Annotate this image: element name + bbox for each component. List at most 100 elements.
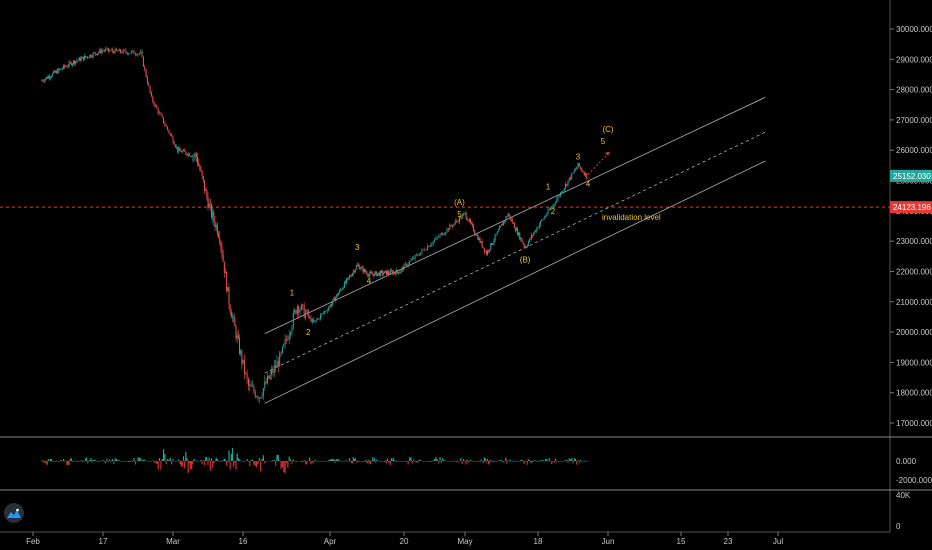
oscillator-bar: [485, 461, 488, 463]
oscillator-bar: [521, 460, 523, 461]
oscillator-bar: [472, 461, 475, 462]
candle-body: [235, 326, 237, 339]
oscillator-bar: [285, 461, 288, 464]
candle-body: [443, 234, 445, 236]
candle-body: [332, 299, 334, 303]
time-axis[interactable]: Feb 17 Mar 16 Apr 20 May 18 Jun 15 23 Jul: [26, 532, 783, 546]
candle-body: [436, 237, 438, 238]
candle-body: [226, 272, 228, 292]
candle-body: [521, 238, 523, 242]
oscillator-bar: [526, 461, 528, 465]
time-tick-label: 17: [99, 537, 108, 546]
candle-body: [99, 49, 101, 53]
oscillator-bar: [468, 461, 470, 462]
oscillator-bar: [245, 461, 247, 462]
oscillator-bar: [561, 461, 563, 462]
oscillator-bar: [510, 461, 512, 462]
candle-body: [60, 68, 62, 70]
oscillator-bar: [136, 461, 138, 462]
volume-axis[interactable]: 40K 0: [896, 491, 911, 531]
candle-body: [350, 275, 352, 277]
oscillator-bar: [313, 461, 315, 463]
candle-body: [43, 81, 45, 82]
candle-body: [95, 53, 97, 55]
candle-body: [150, 92, 152, 97]
candle-body: [86, 56, 88, 58]
oscillator-bar: [83, 461, 86, 462]
candle-body: [200, 169, 202, 171]
candle-body: [264, 381, 266, 389]
oscillator-bar: [332, 459, 334, 461]
oscillator-bar: [117, 459, 119, 461]
candle-body: [153, 102, 155, 106]
candle-body: [362, 267, 364, 272]
candle-body: [319, 314, 321, 319]
oscillator-bar: [168, 459, 170, 461]
candle-body: [193, 156, 195, 157]
candle-body: [198, 163, 200, 166]
candle-body: [464, 212, 466, 214]
oscillator-axis[interactable]: 0.000 -2000.000: [896, 457, 932, 485]
oscillator-bar: [98, 460, 100, 462]
candle-body: [378, 272, 380, 274]
oscillator-bar: [537, 460, 539, 462]
oscillator-bar: [48, 460, 51, 462]
candle-body: [555, 202, 556, 204]
candle-body: [160, 112, 162, 115]
candle-body: [62, 68, 64, 70]
candle-body: [417, 254, 419, 256]
candle-body: [449, 224, 451, 231]
oscillator-bar: [123, 461, 126, 462]
oscillator-bar: [178, 459, 180, 461]
candle-body: [44, 79, 46, 82]
oscillator-bar: [89, 459, 91, 461]
oscillator-bar: [443, 460, 445, 461]
oscillator-bar: [118, 460, 120, 461]
candle-body: [284, 339, 286, 344]
oscillator-bar: [137, 457, 139, 461]
oscillator-bar: [266, 460, 269, 462]
oscillator-bar: [142, 460, 144, 461]
last-price-badge-bg: [890, 169, 932, 182]
oscillator-bar: [411, 461, 413, 464]
oscillator-bar: [388, 461, 390, 463]
oscillator-bar: [541, 460, 543, 461]
oscillator-bar: [475, 460, 477, 462]
candle-body: [115, 48, 117, 51]
candle-body: [352, 271, 354, 274]
oscillator-bar: [194, 460, 196, 462]
oscillator-histogram: [41, 447, 589, 474]
wave-label: 1: [290, 289, 295, 298]
oscillator-bar: [354, 458, 356, 461]
oscillator-bar: [304, 461, 307, 465]
oscillator-bar: [539, 460, 542, 461]
candle-body: [78, 57, 80, 61]
candle-body: [222, 255, 224, 262]
wave-label: 3: [355, 243, 360, 252]
oscillator-bar: [574, 458, 577, 461]
oscillator-bar: [222, 460, 224, 461]
oscillator-bar: [368, 459, 370, 461]
candle-body: [401, 267, 403, 270]
oscillator-bar: [542, 460, 544, 461]
oscillator-bar: [381, 461, 383, 462]
candle-body: [66, 66, 68, 68]
oscillator-bar: [341, 461, 343, 462]
candle-body: [122, 49, 124, 54]
tradingview-logo-icon[interactable]: [4, 503, 24, 523]
oscillator-bar: [184, 461, 186, 469]
candle-body: [287, 339, 289, 341]
oscillator-bar: [546, 458, 548, 461]
candle-body: [523, 243, 525, 247]
candle-body: [159, 112, 161, 114]
oscillator-bar: [214, 461, 216, 462]
oscillator-bar: [279, 460, 281, 462]
oscillator-bar: [428, 460, 430, 462]
candle-body: [81, 56, 83, 59]
oscillator-bar: [481, 461, 483, 462]
candle-body: [236, 335, 238, 339]
oscillator-bar: [315, 461, 318, 462]
oscillator-bar: [78, 460, 80, 462]
oscillator-bar: [233, 461, 235, 467]
